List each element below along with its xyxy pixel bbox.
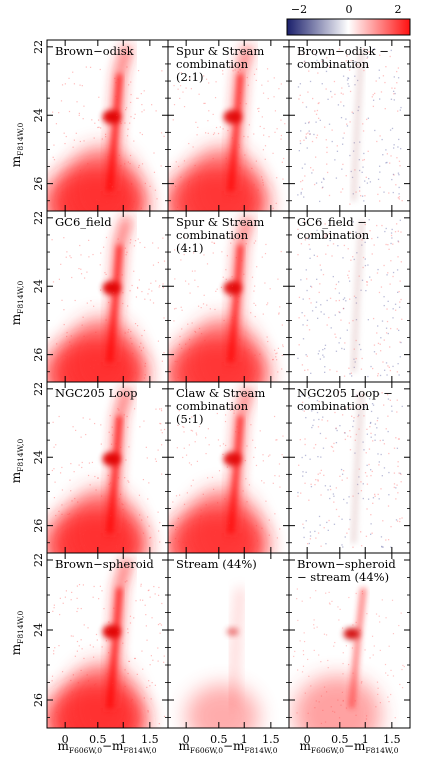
panel-label: Brown−spheroid	[55, 557, 154, 571]
y-tick-label: 26	[32, 693, 45, 707]
panel-r1-c3: Brown−odisk − combination	[288, 39, 411, 212]
y-tick-label: 26	[32, 519, 45, 533]
panel-label: Brown−odisk − combination	[297, 44, 389, 71]
x-tick-label: 0.5	[89, 733, 107, 746]
y-tick-label: 24	[32, 108, 45, 122]
colorbar: −2 0 2	[286, 3, 411, 36]
y-axis-label-row-2: mF814W,0	[9, 281, 25, 326]
y-axis-labels: mF814W,0 mF814W,0 mF814W,0 mF814W,0	[9, 123, 25, 656]
panel-r4-c3: 0 0.5 1 1.5 Brown−spheroid − stream (44%)	[288, 552, 411, 746]
x-tick-label: 1	[241, 733, 248, 746]
colorbar-tick: −2	[291, 3, 307, 16]
x-tick-label: 0	[62, 733, 69, 746]
x-axis-label-col-2: mF606W,0−mF814W,0	[179, 739, 278, 755]
y-tick-label: 26	[32, 348, 45, 362]
panel-label: Spur & Stream combination (4:1)	[176, 215, 264, 255]
y-tick-label: 24	[32, 623, 45, 637]
x-tick-label: 0.5	[210, 733, 228, 746]
y-tick-label: 24	[32, 279, 45, 293]
y-tick-label: 22	[32, 211, 45, 225]
panel-label: Claw & Stream combination (5:1)	[176, 386, 265, 426]
y-axis-label-row-4: mF814W,0	[9, 611, 25, 656]
panel-label: GC6_field	[55, 215, 112, 229]
panel-label: Spur & Stream combination (2:1)	[176, 44, 264, 84]
panel-label: Brown−spheroid − stream (44%)	[297, 557, 396, 584]
colorbar-tick: 2	[395, 3, 402, 16]
y-tick-label: 26	[32, 177, 45, 191]
panel-label: NGC205 Loop	[55, 386, 138, 400]
panel-r4-c2: 0 0.5 1 1.5 Stream (44%)	[167, 552, 290, 746]
panel-r4-c1: 22 24 26 0 0.5 1 1.5 Brown−spheroid	[32, 552, 169, 746]
panel-label: GC6_field − combination	[297, 215, 370, 242]
x-tick-label: 1.5	[383, 733, 401, 746]
x-axis-label-col-3: mF606W,0−mF814W,0	[300, 739, 399, 755]
panel-r2-c2: Spur & Stream combination (4:1)	[167, 210, 290, 383]
panel-r1-c1: 22 24 26 Brown−odisk	[32, 39, 169, 212]
panel-r1-c2: Spur & Stream combination (2:1)	[167, 39, 290, 212]
panel-r3-c1: 22 24 26 NGC205 Loop	[32, 381, 169, 554]
panel-label: Brown−odisk	[55, 44, 135, 58]
panel-r2-c1: 22 24 26 GC6_field	[32, 210, 169, 383]
x-tick-label: 1	[362, 733, 369, 746]
x-tick-label: 0	[183, 733, 190, 746]
x-tick-label: 1.5	[141, 733, 159, 746]
y-tick-label: 22	[32, 40, 45, 54]
x-tick-label: 0	[304, 733, 311, 746]
y-axis-label-row-1: mF814W,0	[9, 123, 25, 168]
y-axis-label-row-3: mF814W,0	[9, 439, 25, 484]
y-tick-label: 24	[32, 450, 45, 464]
panel-label: NGC205 Loop − combination	[297, 386, 393, 413]
colorbar-tick: 0	[346, 3, 353, 16]
panel-label: Stream (44%)	[176, 557, 257, 571]
y-tick-label: 22	[32, 382, 45, 396]
x-tick-label: 1.5	[262, 733, 280, 746]
panel-grid: 22 24 26 Brown−odisk Spur & Stream combinatio…	[32, 39, 411, 746]
panel-r2-c3: GC6_field − combination	[288, 210, 411, 383]
y-tick-label: 22	[32, 553, 45, 567]
x-tick-label: 0.5	[331, 733, 349, 746]
panel-r3-c3: NGC205 Loop − combination	[288, 381, 411, 554]
x-axis-label-col-1: mF606W,0−mF814W,0	[58, 739, 157, 755]
panel-r3-c2: Claw & Stream combination (5:1)	[167, 381, 290, 554]
x-tick-label: 1	[120, 733, 127, 746]
x-axis-labels: mF606W,0−mF814W,0 mF606W,0−mF814W,0 mF60…	[58, 739, 399, 755]
